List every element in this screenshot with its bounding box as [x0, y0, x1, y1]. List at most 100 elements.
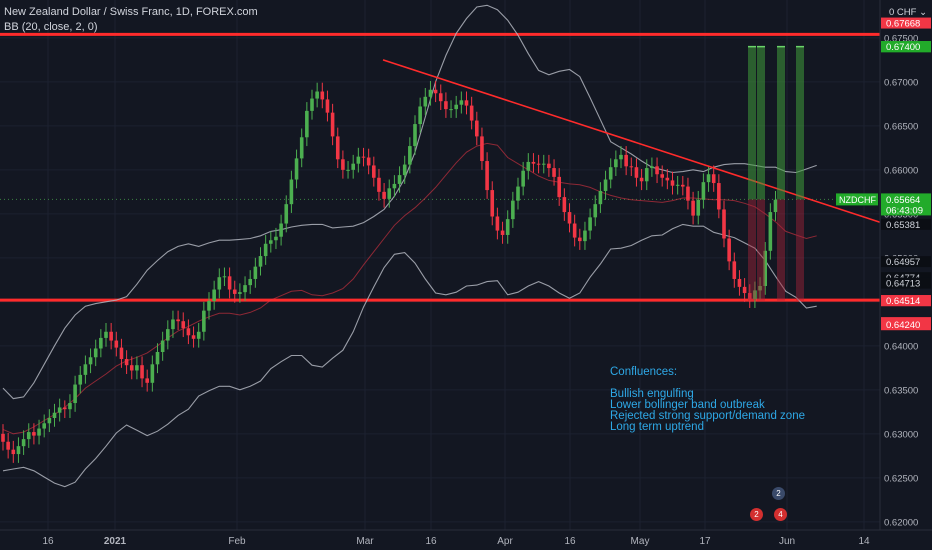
candle-body-bull	[526, 161, 531, 171]
candle-body-bear	[624, 154, 628, 167]
price-tag[interactable]	[881, 256, 931, 268]
target-zone-bar[interactable]	[748, 46, 756, 200]
event-badge-count: 4	[778, 510, 783, 519]
price-tick-label: 0.64000	[884, 341, 918, 352]
candle-body-bull	[258, 256, 263, 267]
support-resistance-zones[interactable]	[0, 32, 880, 302]
candle-body-bear	[433, 89, 438, 94]
candle-body-bear	[727, 238, 731, 262]
candle-body-bear	[629, 166, 634, 168]
candle-body-bull	[521, 170, 525, 187]
event-badge-count: 2	[754, 510, 759, 519]
candle-body-bull	[753, 290, 757, 300]
candle-body-bull	[701, 182, 706, 200]
stop-zone-bar[interactable]	[796, 199, 804, 301]
candle-body-bear	[341, 159, 345, 170]
candle-body-bear	[464, 100, 469, 106]
target-zone-bar[interactable]	[796, 46, 804, 200]
target-zone-bar[interactable]	[757, 46, 765, 200]
price-tick-label: 0.62500	[884, 473, 918, 484]
candle-body-bear	[372, 165, 376, 178]
candle-body-bear	[32, 432, 36, 436]
candle-body-bull	[83, 364, 88, 375]
price-tag[interactable]	[881, 319, 931, 331]
candle-body-bull	[217, 277, 222, 290]
stop-zone-bar[interactable]	[748, 199, 756, 301]
price-tag[interactable]	[881, 277, 931, 289]
chart-grid	[0, 0, 880, 530]
price-tag[interactable]	[881, 295, 931, 307]
price-tick-label: 0.63000	[884, 429, 918, 440]
candlestick-series	[1, 80, 778, 463]
price-tag-label: 0.67668	[886, 19, 920, 30]
candle-body-bull	[675, 184, 680, 186]
position-projection[interactable]	[748, 45, 804, 301]
candle-body-bear	[63, 407, 67, 410]
event-badge[interactable]: 4	[774, 508, 787, 521]
candle-body-bull	[26, 432, 31, 440]
event-badge[interactable]: 2	[750, 508, 763, 521]
currency-label[interactable]: 0 CHF ⌄	[889, 7, 927, 18]
candle-body-bear	[320, 91, 325, 100]
candle-body-bull	[541, 163, 546, 165]
note-item: Bullish engulfing	[610, 388, 694, 400]
time-axis[interactable]: 16 2021 Feb Mar 16 Apr 16 May 17 Jun 14	[0, 529, 932, 550]
time-tick-label: 16	[425, 536, 437, 547]
candle-body-bear	[547, 163, 551, 169]
price-tick-label: 0.66000	[884, 165, 918, 176]
time-tick-label: 16	[42, 536, 54, 547]
candle-body-bull	[289, 179, 294, 205]
trendline-layer[interactable]	[382, 59, 881, 223]
note-item: Rejected strong support/demand zone	[610, 410, 805, 422]
candle-body-bull	[212, 289, 216, 301]
candle-body-bear	[124, 359, 129, 366]
candle-body-bull	[768, 212, 773, 251]
indicator-label[interactable]: BB (20, close, 2, 0)	[4, 21, 98, 33]
descending-trendline[interactable]	[382, 59, 881, 223]
price-tag-label: 0.64713	[886, 279, 920, 290]
symbol-title[interactable]: New Zealand Dollar / Swiss Franc, 1D, FO…	[4, 6, 258, 18]
candle-body-bull	[253, 266, 258, 279]
symbol-tag[interactable]	[836, 193, 878, 206]
price-tag[interactable]	[881, 41, 931, 53]
candle-body-bull	[650, 166, 654, 169]
candle-body-bull	[248, 278, 252, 286]
candle-body-bull	[73, 384, 77, 404]
time-tick-label: 2021	[104, 536, 127, 547]
target-zone-bar[interactable]	[777, 46, 785, 200]
candle-body-bear	[572, 223, 577, 238]
price-tag[interactable]	[881, 17, 931, 29]
candle-body-bull	[243, 285, 247, 293]
stop-zone-bar[interactable]	[777, 199, 785, 301]
candle-body-bull	[505, 219, 510, 235]
candle-body-bull	[511, 200, 515, 220]
candle-body-bear	[681, 184, 685, 187]
candle-body-bear	[634, 167, 639, 178]
candle-body-bull	[99, 337, 103, 349]
candle-body-bull	[763, 250, 767, 286]
candle-body-bull	[696, 199, 701, 216]
time-tick-label: Jun	[779, 536, 795, 547]
price-tag-label: 0.64240	[886, 320, 920, 331]
symbol-tag-label: NZDCHF	[839, 195, 876, 205]
price-tag-label: 0.67400	[886, 42, 920, 53]
candle-body-bear	[691, 200, 695, 216]
stop-zone-bar[interactable]	[757, 199, 765, 301]
candle-body-bull	[196, 331, 201, 339]
candle-body-bull	[16, 446, 21, 455]
candle-body-bear	[531, 161, 536, 164]
candle-body-bear	[670, 180, 675, 186]
time-tick-label: Mar	[356, 536, 374, 547]
price-tag[interactable]	[881, 218, 931, 230]
event-badge[interactable]: 2	[772, 487, 785, 500]
time-tick-label: Feb	[228, 536, 246, 547]
last-price-tag[interactable]	[881, 193, 931, 216]
candle-body-bull	[294, 158, 299, 180]
price-axis[interactable]: 0 CHF ⌄ 0.62000 0.62500 0.63000 0.63500 0.640…	[836, 0, 932, 550]
candle-body-bull	[207, 300, 211, 311]
candle-body-bear	[186, 328, 191, 336]
lower-band-line	[2, 223, 817, 488]
price-tick-label: 0.67500	[884, 33, 918, 44]
candle-body-bull	[397, 175, 402, 184]
